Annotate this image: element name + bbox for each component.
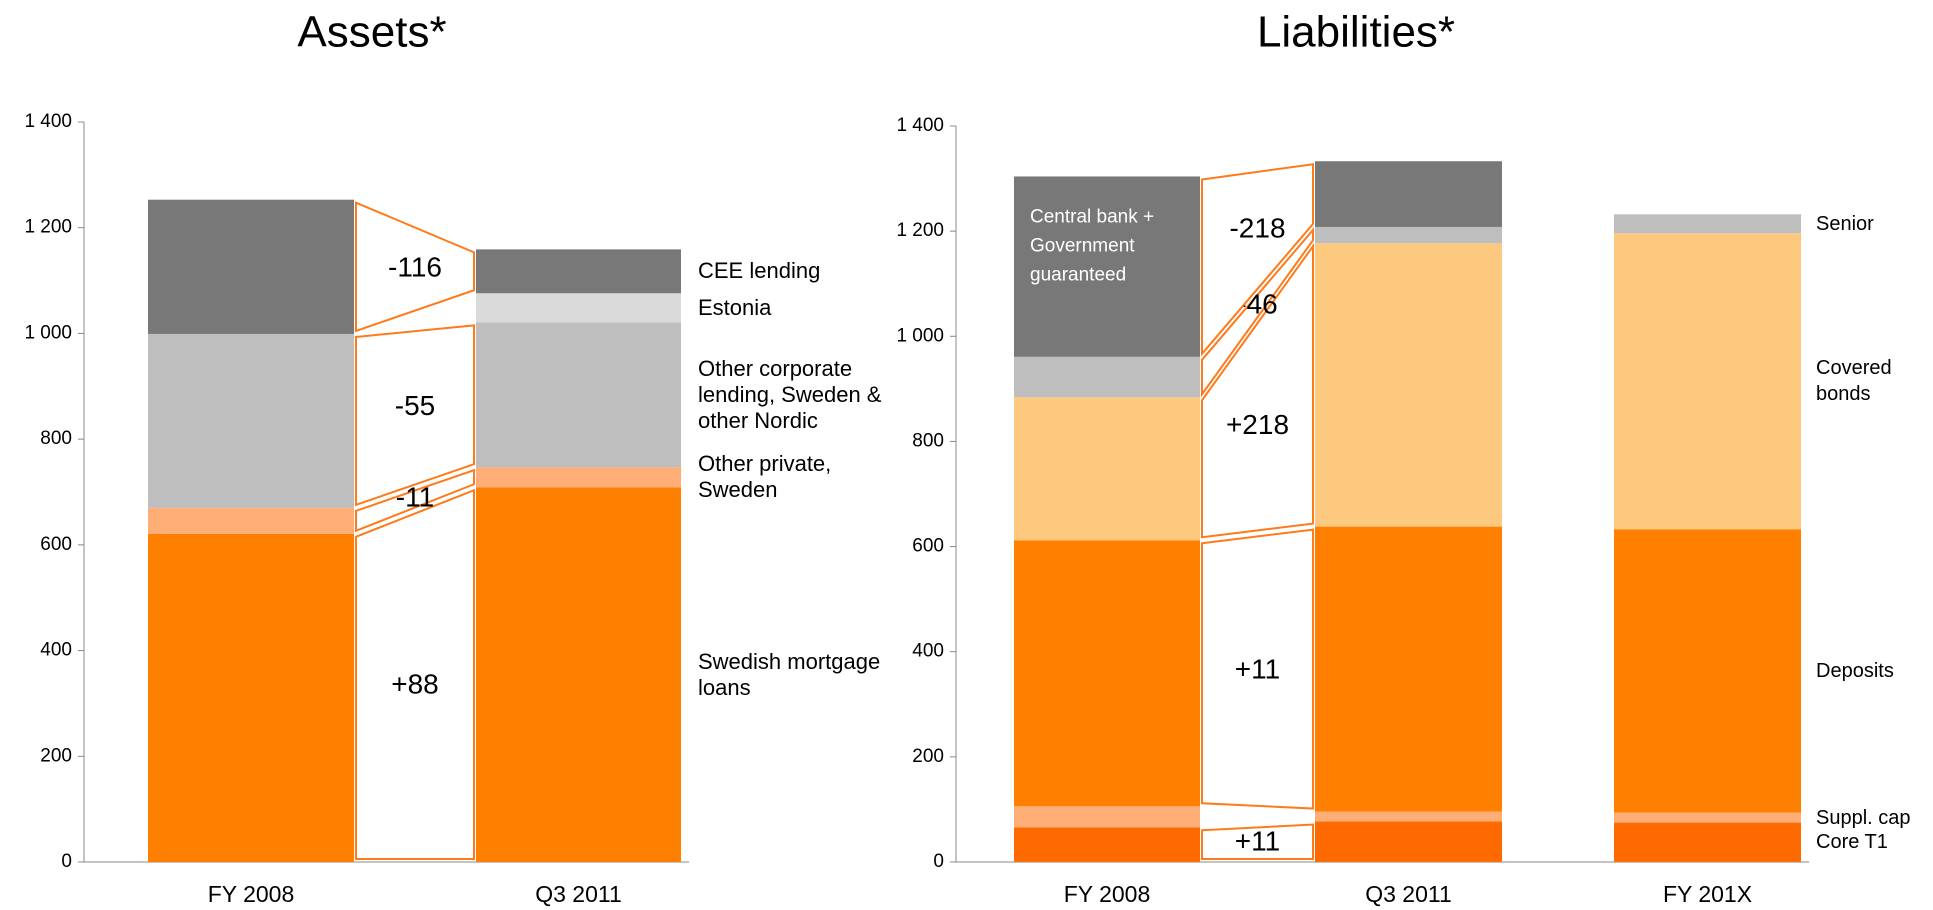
bridge [355,324,475,507]
bar-segment [1614,214,1801,234]
bar-segment [1315,821,1502,862]
bridge [1201,823,1314,860]
bar-segment [1014,540,1200,807]
x-tick-label: FY 2008 [1064,881,1151,907]
chart-title: Assets* [297,8,446,57]
bar-segment [148,333,354,508]
bar-segment [1614,529,1801,813]
bar-segment [1315,811,1502,822]
chart-title: Liabilities* [1257,8,1455,57]
bar-segment [1315,161,1502,227]
series-label: Senior [1816,212,1874,235]
bridge [1201,528,1314,810]
y-tick-label: 1 000 [24,322,72,343]
y-tick-label: 200 [40,745,72,766]
series-label: Core T1 [1816,831,1888,854]
series-label: Other private, Sweden [698,451,832,503]
y-tick-label: 400 [40,640,72,661]
bar-segment [1014,806,1200,828]
y-tick-label: 1 000 [896,325,944,346]
bridge [355,488,475,860]
y-tick-label: 600 [912,536,944,557]
bar-segment [1614,812,1801,823]
change-label: +11 [1235,826,1280,857]
change-label: -55 [395,390,435,421]
x-tick-label: FY 2008 [208,881,295,907]
bridge [1201,227,1314,398]
bar-segment [1315,226,1502,244]
series-label: Swedish mortgage loans [698,648,881,700]
change-label: +88 [391,669,439,700]
bar-segment [148,507,354,534]
change-label: -218 [1229,213,1285,244]
bar-segment [148,199,354,334]
x-tick-label: Q3 2011 [535,881,622,907]
bar-segment [476,322,681,468]
y-tick-label: 400 [912,641,944,662]
bar-segment [1014,176,1200,357]
change-label: +218 [1226,409,1289,440]
series-label: Suppl. cap [1816,806,1911,829]
x-tick-label: FY 201X [1663,881,1752,907]
bar-segment [1014,827,1200,862]
series-label: Estonia [698,294,772,320]
series-label: Deposits [1816,659,1894,682]
bar-segment [1614,822,1801,862]
bar-segment [476,467,681,488]
y-tick-label: 1 200 [24,217,72,238]
y-tick-label: 800 [40,428,72,449]
change-label: -116 [388,251,442,282]
y-tick-label: 800 [912,430,944,451]
y-tick-label: 1 400 [24,111,72,132]
y-tick-label: 200 [912,746,944,767]
y-tick-label: 1 400 [896,115,944,136]
bar-segment [476,293,681,323]
bar-segment [1014,356,1200,398]
series-label: Other corporate lending, Sweden & other … [698,355,882,433]
bridge [355,468,475,533]
x-tick-label: Q3 2011 [1365,881,1452,907]
bar-segment [1614,233,1801,530]
series-label: CEE lending [698,258,821,284]
y-tick-label: 0 [933,851,944,872]
bridge [355,201,475,333]
bar-segment [148,533,354,862]
bridge [1201,243,1314,539]
bar-segment [476,487,681,862]
y-tick-label: 0 [61,851,72,872]
bar-segment [1315,243,1502,527]
change-label: +11 [1235,654,1280,685]
bridge [1201,163,1314,357]
series-label-inside: Central bank + Government guaranteed [1030,206,1155,286]
bar-segment [1315,526,1502,812]
bar-segment [476,249,681,294]
y-tick-label: 1 200 [896,220,944,241]
bar-segment [1014,397,1200,541]
series-label: Covered bonds [1816,357,1892,406]
y-tick-label: 600 [40,534,72,555]
